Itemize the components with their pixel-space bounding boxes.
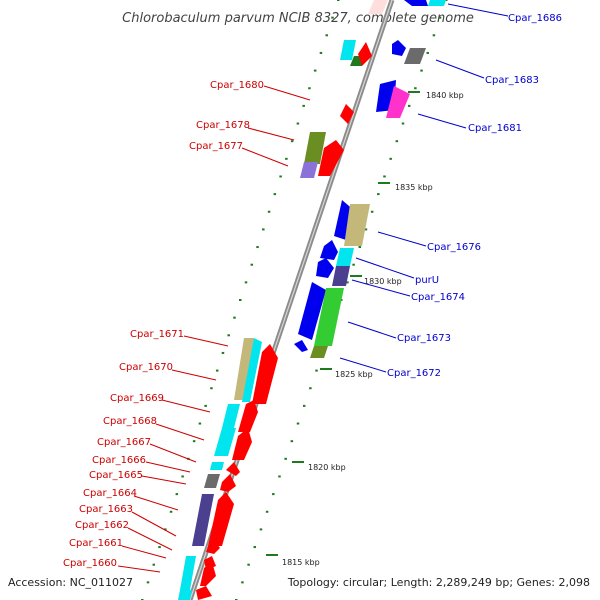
tick-1830: 1830 kbp: [350, 275, 402, 286]
gene-cpar-1669-cyan[interactable]: [222, 404, 240, 428]
label-cpar-1660[interactable]: Cpar_1660: [63, 558, 117, 569]
gene-purU-arrow-a[interactable]: [320, 240, 338, 260]
label-purU[interactable]: purU: [415, 275, 439, 286]
gene-cpar-1669-arrow[interactable]: [238, 400, 258, 432]
label-cpar-1664[interactable]: Cpar_1664: [83, 488, 137, 499]
tick-label-1830: 1830 kbp: [364, 277, 402, 286]
gene-cpar-1686-arrow[interactable]: [404, 0, 428, 6]
label-cpar-1674[interactable]: Cpar_1674: [411, 292, 465, 303]
gene-cpar-1667-cyan[interactable]: [210, 462, 224, 470]
label-cpar-1671[interactable]: Cpar_1671: [130, 329, 184, 340]
gene-cyan-top-1[interactable]: [340, 40, 356, 60]
gene-cpar-1668-cyan[interactable]: [214, 428, 236, 456]
gene-cpar-1672-arrow-a[interactable]: [294, 340, 308, 352]
tick-label-1840: 1840 kbp: [426, 91, 464, 100]
gene-cpar-1664-arrow[interactable]: [208, 492, 234, 546]
left-labels: Cpar_1680 Cpar_1678 Cpar_1677 Cpar_1671 …: [63, 80, 264, 569]
gene-purU-arrow-b[interactable]: [336, 248, 354, 266]
label-cpar-1661[interactable]: Cpar_1661: [69, 538, 123, 549]
gene-cpar-1660-arrow[interactable]: [200, 562, 216, 586]
label-cpar-1678[interactable]: Cpar_1678: [196, 120, 250, 131]
label-cpar-1670[interactable]: Cpar_1670: [119, 362, 173, 373]
genes-inner-left: [178, 0, 388, 600]
gene-cpar-1665-gray[interactable]: [204, 474, 220, 488]
gene-cpar-1673-arrow-a[interactable]: [298, 282, 326, 340]
gene-cpar-1683-arrow-b[interactable]: [404, 48, 426, 64]
gene-cpar-1665-arrow[interactable]: [220, 474, 236, 492]
gene-cpar-1671-block[interactable]: [234, 338, 254, 400]
label-cpar-1665[interactable]: Cpar_1665: [89, 470, 143, 481]
gene-cpar-1660-cyan[interactable]: [180, 556, 196, 590]
gene-cpar-1671-cyan[interactable]: [242, 338, 262, 402]
gene-bottom-cyan[interactable]: [178, 590, 192, 600]
tick-1815: 1815 kbp: [266, 554, 320, 567]
tick-1820: 1820 kbp: [292, 461, 346, 472]
gene-cpar-1683-arrow-a[interactable]: [392, 40, 406, 56]
accession-text: Accession: NC_011027: [8, 576, 133, 589]
label-cpar-1673[interactable]: Cpar_1673: [397, 333, 451, 344]
label-cpar-1677[interactable]: Cpar_1677: [189, 141, 243, 152]
tick-label-1835: 1835 kbp: [395, 183, 433, 192]
gene-cpar-1681-arrow-b[interactable]: [386, 86, 410, 118]
gene-cpar-1678-block[interactable]: [304, 132, 326, 164]
gene-gray-top[interactable]: [428, 0, 446, 6]
gene-cpar-1677-block[interactable]: [300, 162, 318, 178]
gene-cpar-1680-arrow[interactable]: [340, 104, 354, 124]
tick-1840: 1840 kbp: [408, 91, 464, 100]
label-cpar-1663[interactable]: Cpar_1663: [79, 504, 133, 515]
label-cpar-1668[interactable]: Cpar_1668: [103, 416, 157, 427]
gene-cpar-1662-arrow[interactable]: [206, 540, 220, 554]
label-cpar-1680[interactable]: Cpar_1680: [210, 80, 264, 91]
map-title: Chlorobaculum parvum NCIB 8327, complete…: [122, 11, 474, 26]
gene-cpar-1677-arrow[interactable]: [318, 140, 344, 176]
label-cpar-1672[interactable]: Cpar_1672: [387, 368, 441, 379]
gene-cpar-1676-arrow-b[interactable]: [344, 204, 370, 246]
left-leaders: [117, 85, 311, 573]
gene-cpar-1670-arrow[interactable]: [252, 344, 278, 404]
label-cpar-1686[interactable]: Cpar_1686: [508, 13, 562, 24]
genes-outer-right: [294, 0, 446, 358]
tick-label-1815: 1815 kbp: [282, 558, 320, 567]
topology-text: Topology: circular; Length: 2,289,249 bp…: [287, 576, 590, 589]
label-cpar-1669[interactable]: Cpar_1669: [110, 393, 164, 404]
gene-cpar-1668-arrow[interactable]: [232, 428, 252, 460]
label-cpar-1681[interactable]: Cpar_1681: [468, 123, 522, 134]
tick-1835: 1835 kbp: [378, 182, 433, 192]
label-cpar-1676[interactable]: Cpar_1676: [427, 242, 481, 253]
gene-cpar-1674-arrow-b[interactable]: [332, 266, 350, 286]
gene-cpar-1672-arrow-b[interactable]: [310, 346, 328, 358]
gene-cpar-1664-block[interactable]: [192, 494, 214, 546]
gene-cpar-1685-block[interactable]: [368, 0, 388, 14]
tick-1825: 1825 kbp: [320, 368, 373, 379]
gene-red-top-arrow[interactable]: [358, 42, 372, 66]
label-cpar-1666[interactable]: Cpar_1666: [92, 455, 146, 466]
label-cpar-1667[interactable]: Cpar_1667: [97, 437, 151, 448]
tick-label-1820: 1820 kbp: [308, 463, 346, 472]
tick-label-1825: 1825 kbp: [335, 370, 373, 379]
gene-cpar-1666-arrow[interactable]: [226, 462, 240, 476]
right-leaders: [339, 3, 509, 373]
right-labels: Cpar_1686 Cpar_1683 Cpar_1681 Cpar_1676 …: [387, 13, 562, 379]
gene-cpar-1674-arrow-a[interactable]: [316, 258, 334, 278]
label-cpar-1683[interactable]: Cpar_1683: [485, 75, 539, 86]
label-cpar-1662[interactable]: Cpar_1662: [75, 520, 129, 531]
kbp-ticks: 1840 kbp 1835 kbp 1830 kbp 1825 kbp 1820…: [266, 91, 464, 567]
gene-cpar-1673-arrow-b[interactable]: [314, 288, 344, 346]
gene-bottom-arrow[interactable]: [196, 586, 212, 600]
